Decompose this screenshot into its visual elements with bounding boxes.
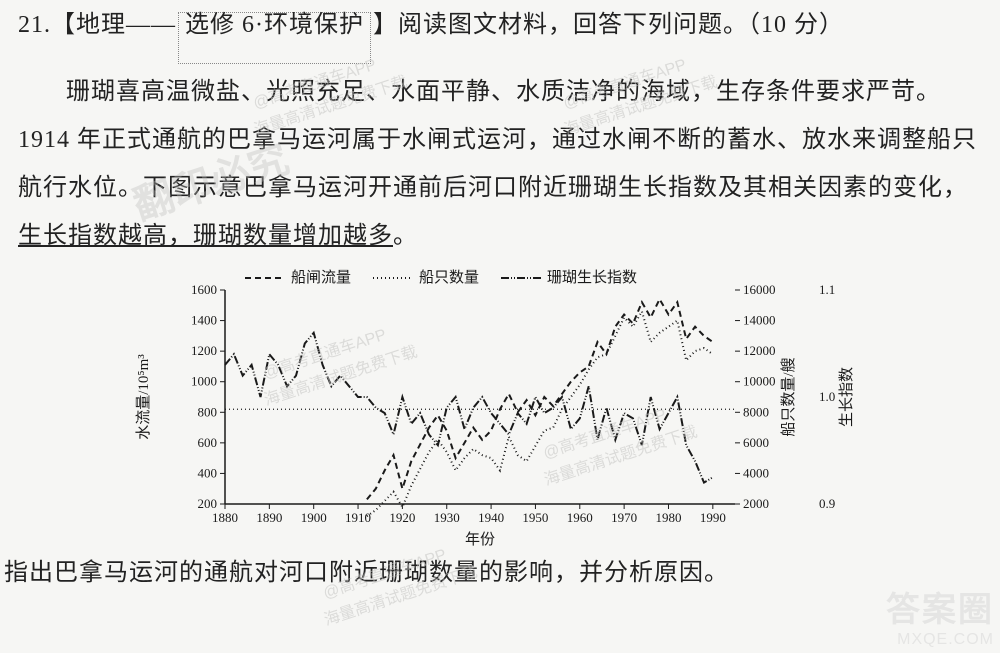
svg-text:0.9: 0.9 [819, 496, 835, 511]
svg-text:1400: 1400 [191, 313, 217, 328]
question-header: 21.【地理——选修 6·环境保护】阅读图文材料，回答下列问题。（10 分） [18, 8, 982, 64]
svg-text:16000: 16000 [743, 282, 776, 297]
svg-text:14000: 14000 [743, 313, 776, 328]
underlined-clause: 生长指数越高，珊瑚数量增加越多 [18, 223, 393, 249]
chart: 1880 1890 1900 1910 1920 1930 1940 1950 1960 1970… [130, 266, 870, 546]
svg-text:1960: 1960 [567, 510, 593, 525]
topic-box: 选修 6·环境保护 [178, 12, 371, 64]
svg-text:1600: 1600 [191, 282, 217, 297]
svg-text:1950: 1950 [522, 510, 548, 525]
svg-text:6000: 6000 [743, 435, 769, 450]
svg-text:600: 600 [198, 435, 218, 450]
svg-text:800: 800 [198, 404, 218, 419]
svg-text:1930: 1930 [434, 510, 460, 525]
svg-text:12000: 12000 [743, 343, 776, 358]
svg-text:1.0: 1.0 [819, 389, 835, 404]
svg-text:1900: 1900 [301, 510, 327, 525]
svg-text:年份: 年份 [465, 531, 495, 546]
svg-text:1990: 1990 [700, 510, 726, 525]
svg-text:1910: 1910 [345, 510, 371, 525]
question-number: 21. [18, 12, 51, 38]
svg-text:1000: 1000 [191, 374, 217, 389]
svg-text:1.1: 1.1 [819, 282, 835, 297]
svg-text:1970: 1970 [611, 510, 637, 525]
svg-text:400: 400 [198, 465, 218, 480]
svg-text:船闸流量: 船闸流量 [291, 269, 351, 286]
svg-text:4000: 4000 [743, 465, 769, 480]
svg-text:船只数量: 船只数量 [419, 269, 479, 286]
svg-text:2000: 2000 [743, 496, 769, 511]
watermark-site: 答案圈 MXQE.COM [886, 582, 994, 649]
svg-text:1920: 1920 [389, 510, 415, 525]
svg-text:1980: 1980 [655, 510, 681, 525]
svg-text:船只数量/艘: 船只数量/艘 [780, 357, 797, 436]
svg-text:1880: 1880 [212, 510, 238, 525]
svg-text:生长指数: 生长指数 [838, 367, 855, 427]
svg-text:珊瑚生长指数: 珊瑚生长指数 [547, 269, 637, 286]
svg-text:8000: 8000 [743, 404, 769, 419]
svg-text:10000: 10000 [743, 374, 776, 389]
svg-text:200: 200 [198, 496, 218, 511]
svg-text:1940: 1940 [478, 510, 504, 525]
question-ask: 指出巴拿马运河的通航对河口附近珊瑚数量的影响，并分析原因。 [4, 552, 982, 587]
passage: 珊瑚喜高温微盐、光照充足、水面平静、水质洁净的海域，生存条件要求严苛。1914 … [18, 68, 982, 260]
svg-text:水流量/10⁵m³: 水流量/10⁵m³ [135, 354, 152, 440]
svg-text:1890: 1890 [256, 510, 282, 525]
prompt-tail: 阅读图文材料，回答下列问题。（10 分） [398, 12, 844, 38]
svg-text:1200: 1200 [191, 343, 217, 358]
